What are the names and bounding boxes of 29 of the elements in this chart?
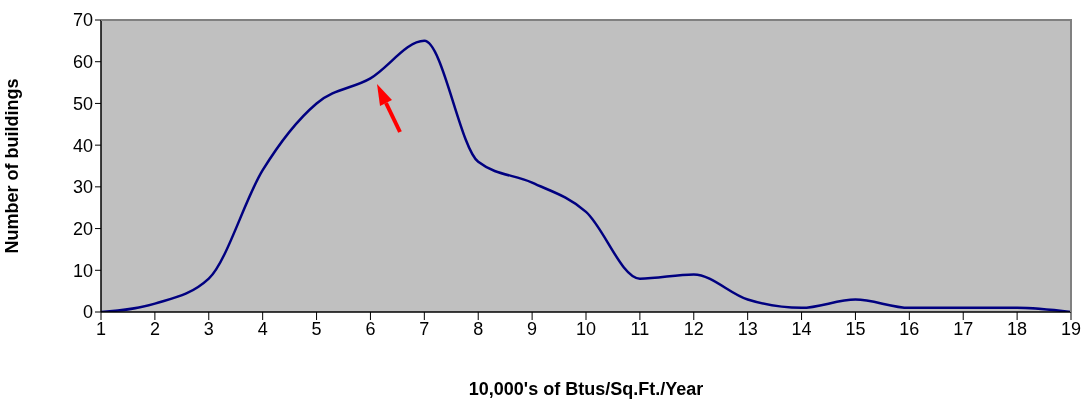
x-tick-label: 16 xyxy=(899,318,920,339)
x-tick-label: 13 xyxy=(737,318,758,339)
x-tick-label: 5 xyxy=(311,318,322,339)
x-axis-title: 10,000's of Btus/Sq.Ft./Year xyxy=(468,379,704,399)
y-tick-label: 30 xyxy=(72,177,93,198)
x-tick-label: 6 xyxy=(365,318,376,339)
x-tick-label: 7 xyxy=(419,318,430,339)
x-tick-label: 15 xyxy=(845,318,866,339)
x-tick-label: 18 xyxy=(1007,318,1028,339)
y-tick-label: 60 xyxy=(72,52,93,73)
y-tick-label: 70 xyxy=(72,10,93,31)
y-tick-label: 0 xyxy=(82,302,93,323)
x-tick-label: 1 xyxy=(95,318,107,339)
y-tick-label: 40 xyxy=(72,135,93,156)
x-tick-label: 4 xyxy=(257,318,268,339)
x-tick-label: 11 xyxy=(630,318,650,339)
x-tick-label: 17 xyxy=(953,318,974,339)
x-tick-label: 9 xyxy=(527,318,538,339)
x-tick-label: 10 xyxy=(575,318,597,339)
x-tick-label: 3 xyxy=(203,318,214,339)
x-tick-label: 19 xyxy=(1060,318,1082,339)
x-tick-label: 12 xyxy=(683,318,704,339)
y-tick-label: 50 xyxy=(72,93,93,114)
x-tick-label: 14 xyxy=(791,318,812,339)
y-tick-label: 20 xyxy=(72,218,93,239)
y-tick-label: 10 xyxy=(72,260,93,281)
x-tick-label: 2 xyxy=(149,318,160,339)
x-tick-label: 8 xyxy=(473,318,484,339)
y-axis-title: Number of buildings xyxy=(2,78,23,254)
